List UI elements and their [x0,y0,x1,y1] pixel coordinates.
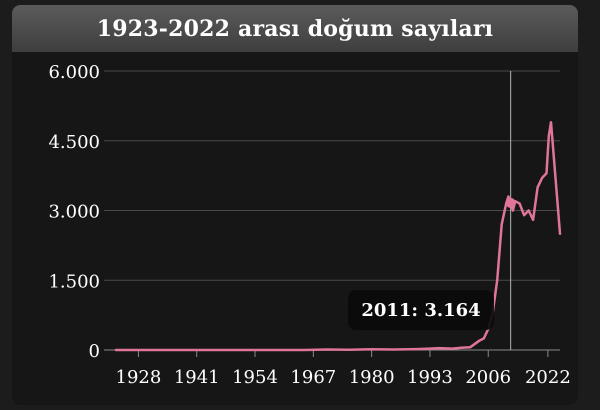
y-tick-label: 3.000 [48,202,100,223]
tooltip-background [348,290,494,330]
x-tick-label: 1993 [407,367,453,388]
grid-lines [104,70,560,351]
x-tick-label: 1980 [349,367,395,388]
tooltip-label: 2011: 3.164 [361,300,480,321]
x-tick-label: 2022 [525,367,571,388]
y-tick-label: 4.500 [48,132,100,153]
chart-title: 1923-2022 arası doğum sayıları [96,15,494,42]
x-tick-label: 1967 [290,367,336,388]
title-bar: 1923-2022 arası doğum sayıları [12,5,578,52]
highlight-point[interactable] [505,197,516,208]
x-tick-label: 2006 [465,367,511,388]
y-tick-label: 0 [89,341,100,362]
x-axis-ticks: 1928 1941 1954 1967 1980 1993 2006 2022 [116,350,571,388]
y-tick-label: 1.500 [48,271,100,292]
chart-card: 1923-2022 arası doğum sayıları [12,5,578,405]
tooltip: 2011: 3.164 [348,290,494,330]
x-tick-label: 1941 [174,367,220,388]
y-axis-ticks: 0 1.500 3.000 4.500 6.000 [48,62,100,362]
x-tick-label: 1928 [116,367,162,388]
x-tick-label: 1954 [232,367,278,388]
y-tick-label: 6.000 [48,62,100,83]
